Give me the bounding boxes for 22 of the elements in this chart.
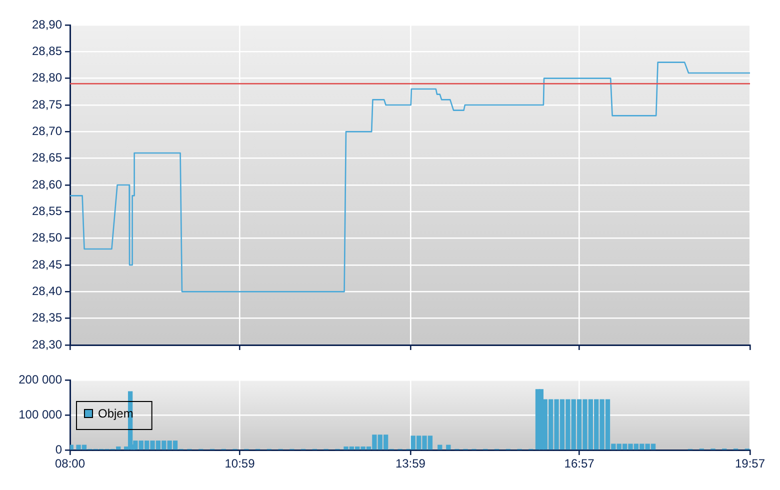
y-tick-label: 28,80 [32, 70, 62, 85]
x-tick-label: 10:59 [224, 456, 256, 471]
x-tick-label: 19:57 [734, 456, 766, 471]
y-tick-label: 200 000 [18, 372, 62, 386]
y-tick-label: 28,55 [32, 204, 62, 218]
y-tick-label: 28,85 [32, 44, 62, 58]
x-tick-label: 08:00 [54, 456, 86, 471]
y-tick-label: 28,50 [32, 230, 62, 245]
y-tick-label: 28,90 [32, 17, 62, 32]
y-tick-label: 28,60 [32, 177, 62, 192]
y-tick-label: 28,30 [32, 337, 62, 352]
bar [70, 444, 74, 450]
x-tick-label: 13:59 [395, 456, 426, 471]
y-tick-label: 28,75 [32, 97, 62, 112]
y-tick-label: 28,65 [32, 150, 62, 165]
x-tick-label: 16:57 [564, 456, 595, 471]
y-tick-label: 28,45 [32, 257, 62, 272]
y-tick-label: 28,40 [32, 284, 62, 298]
y-tick-label: 100 000 [18, 407, 62, 422]
y-tick-label: 0 [55, 442, 62, 456]
y-tick-label: 28,35 [32, 310, 62, 325]
y-tick-label: 28,70 [32, 124, 62, 138]
